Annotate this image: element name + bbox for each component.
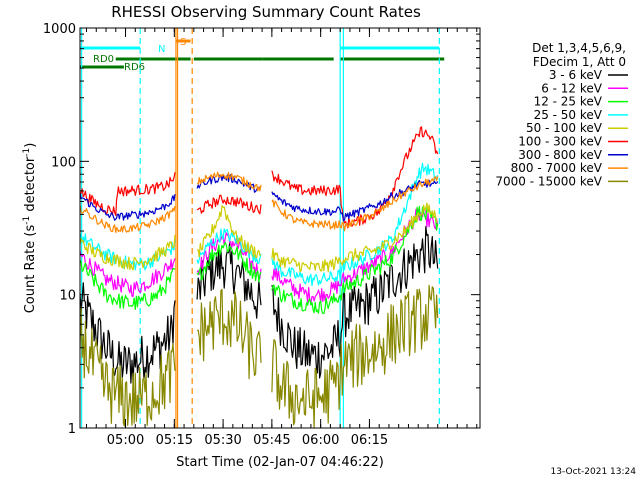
y-label-part: detector [23, 156, 38, 216]
legend-label: 12 - 25 keV [534, 95, 603, 109]
flag-label: S [180, 37, 186, 48]
y-label-part: ) [23, 143, 38, 148]
series-line [80, 202, 438, 273]
y-tick-label: 100 [51, 155, 76, 170]
legend: Det 1,3,4,5,6,9,FDecim 1, Att 03 - 6 keV… [495, 41, 628, 188]
flag-label: RD0 [93, 54, 114, 65]
legend-header: Det 1,3,4,5,6,9, [532, 41, 626, 55]
legend-label: 50 - 100 keV [526, 121, 603, 135]
chart-title: RHESSI Observing Summary Count Rates [111, 3, 421, 21]
legend-label: 300 - 800 keV [518, 148, 602, 162]
series-line [80, 174, 439, 222]
legend-label: 7000 - 15000 keV [495, 174, 602, 188]
x-axis: 05:00 05:15 05:30 05:45 06:00 06:15 [86, 28, 478, 448]
y-axis-label: Count Rate (s-1 detector-1) [22, 143, 38, 314]
y-label-sup: -1 [22, 148, 32, 157]
x-tick-label: 05:45 [253, 433, 290, 448]
flag-bars: RD0 RD6 N S [80, 37, 445, 73]
legend-label: 3 - 6 keV [549, 68, 603, 82]
y-label-part: Count Rate (s [23, 225, 38, 314]
x-tick-label: 06:00 [302, 433, 339, 448]
flag-label: RD6 [124, 62, 145, 73]
x-tick-label: 06:15 [351, 433, 388, 448]
legend-label: 100 - 300 keV [518, 135, 602, 149]
x-tick-label: 05:00 [107, 433, 144, 448]
plot-frame [79, 27, 481, 429]
y-tick-label: 1000 [43, 22, 76, 37]
legend-label: 25 - 50 keV [534, 108, 603, 122]
y-tick-label: 1 [68, 422, 76, 437]
legend-label: 6 - 12 keV [541, 81, 603, 95]
legend-header: FDecim 1, Att 0 [533, 55, 626, 69]
footer-timestamp: 13-Oct-2021 13:24 [551, 467, 637, 477]
series-line [80, 284, 439, 428]
y-tick-label: 10 [59, 289, 76, 304]
series-layer [80, 126, 439, 428]
y-label-sup: -1 [22, 216, 32, 225]
y-axis: 1 10 100 1000 [43, 22, 480, 437]
x-tick-label: 05:15 [156, 433, 193, 448]
x-tick-label: 05:30 [204, 433, 241, 448]
series-line [80, 126, 439, 229]
flag-label: N [158, 44, 165, 55]
series-line [80, 171, 439, 234]
legend-label: 800 - 7000 keV [511, 161, 603, 175]
x-axis-label: Start Time (02-Jan-07 04:46:22) [176, 455, 384, 470]
